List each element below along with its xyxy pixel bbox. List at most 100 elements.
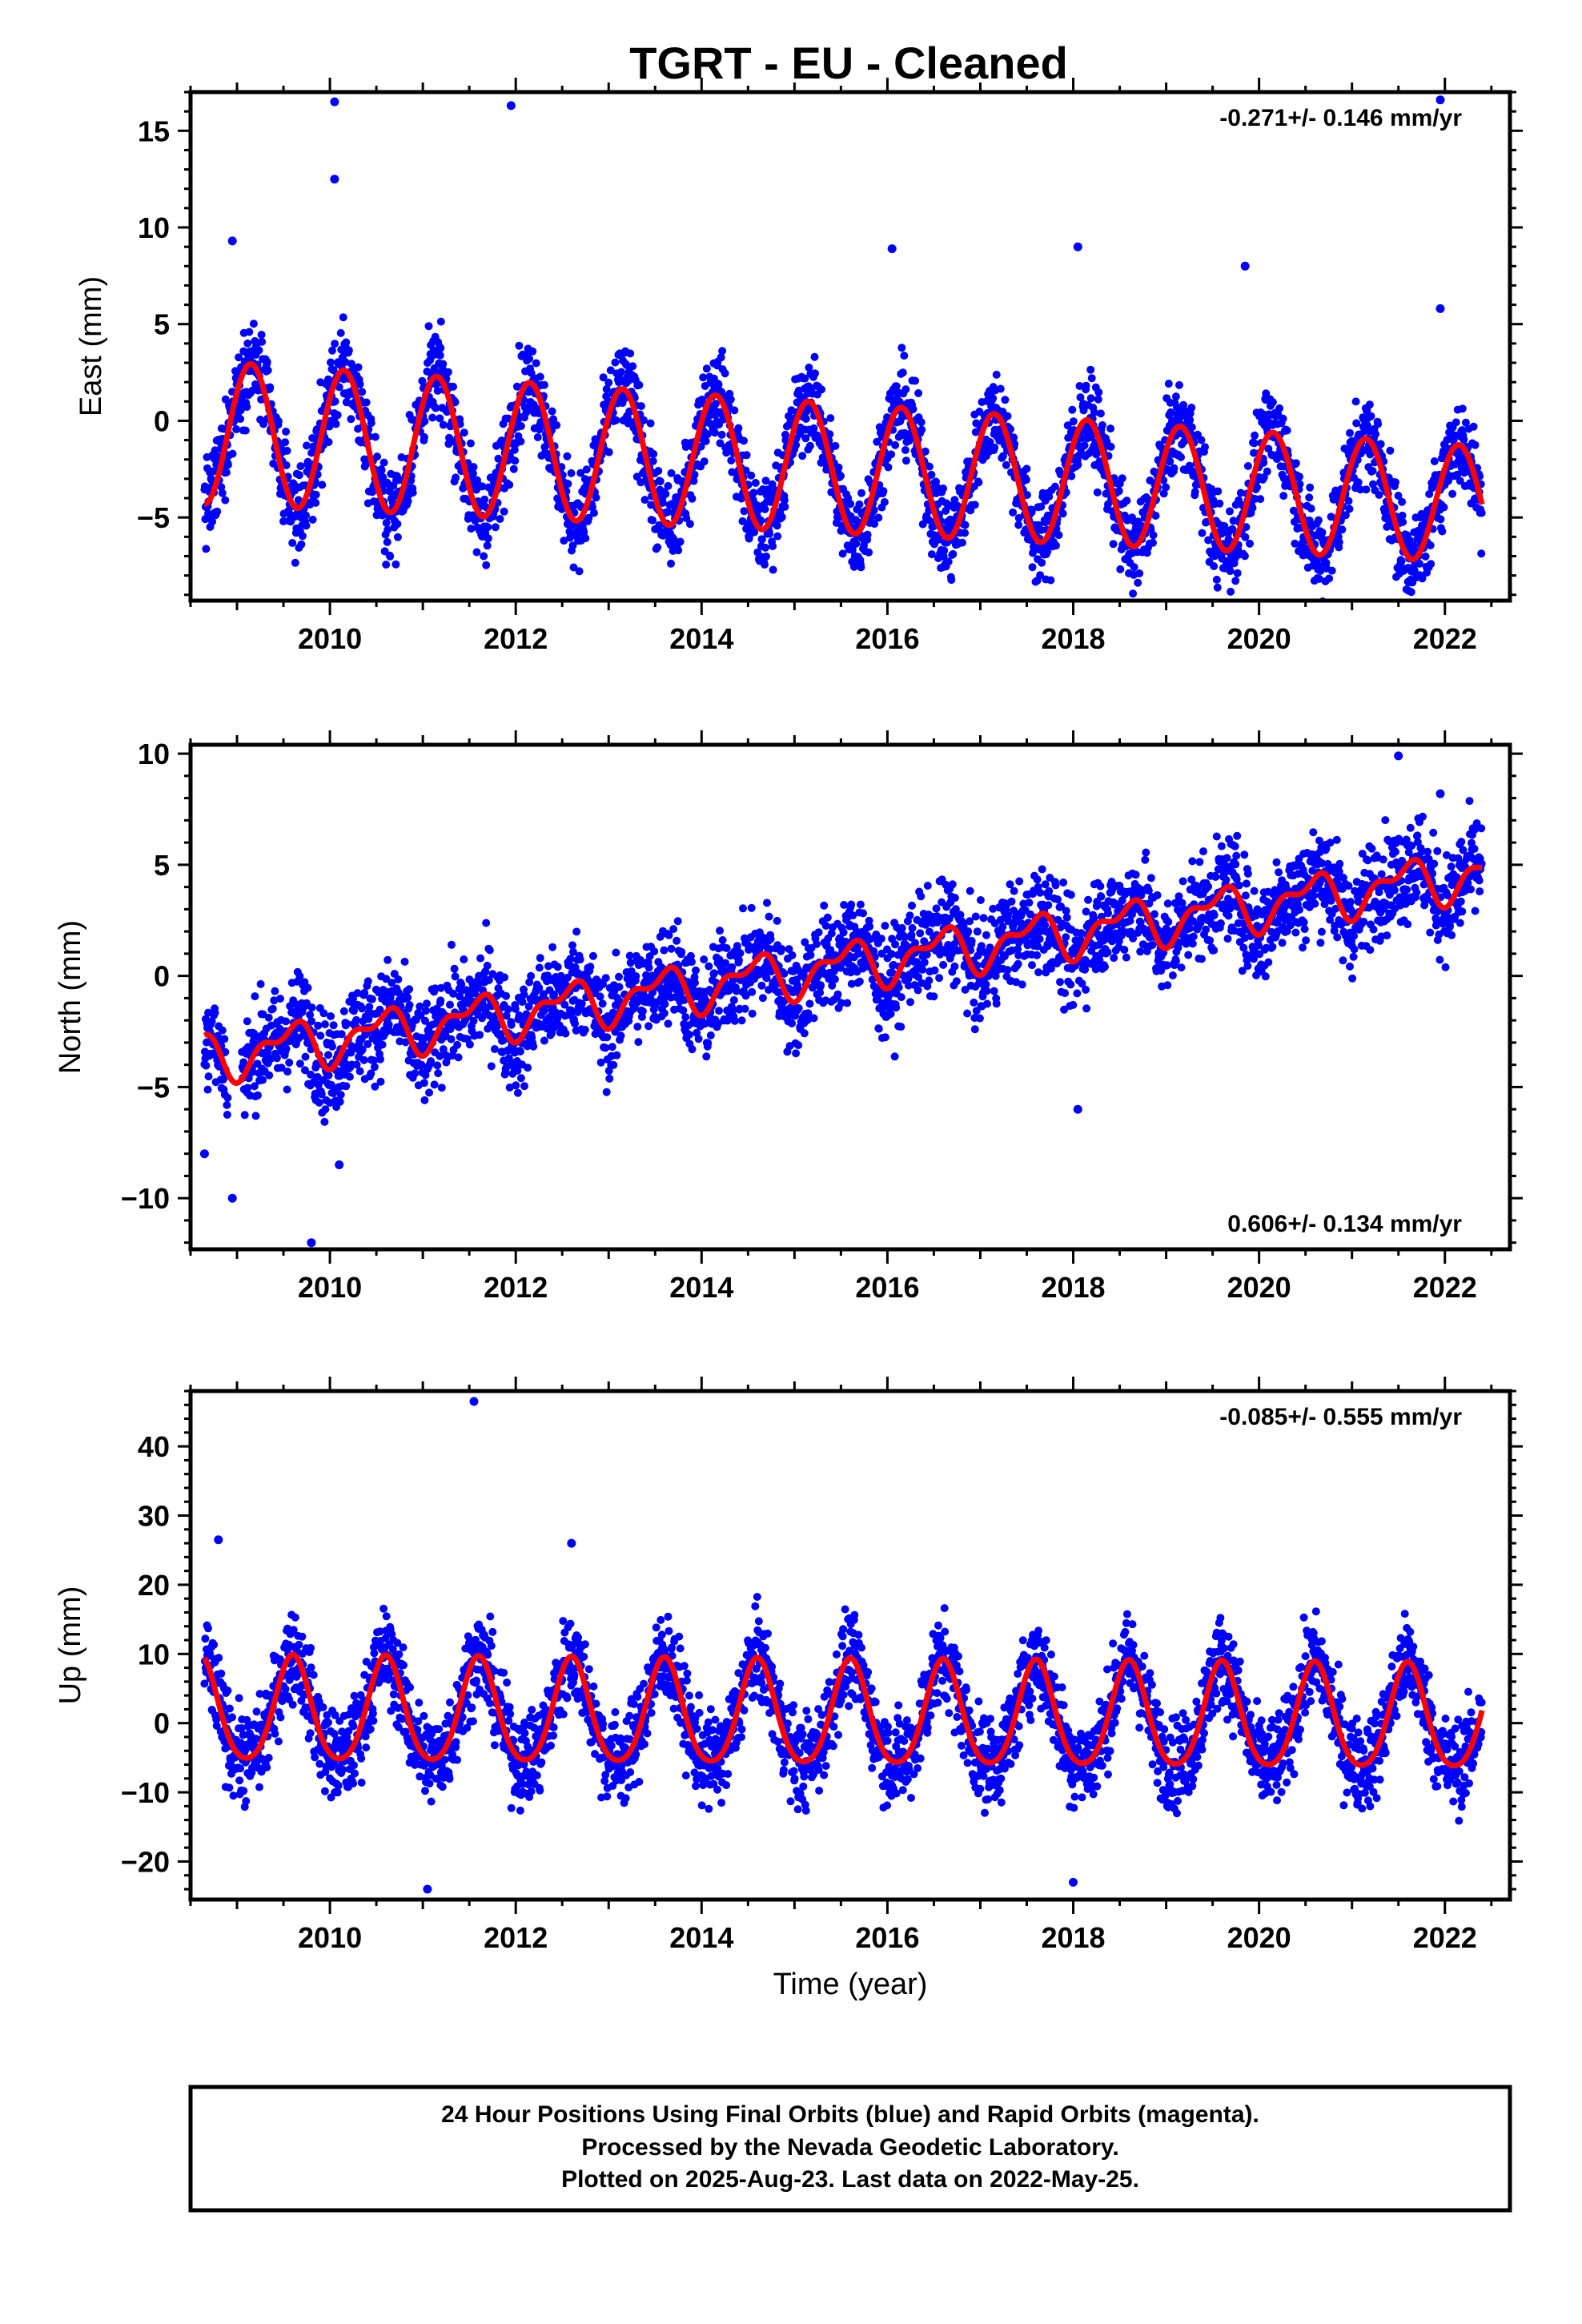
east-point (510, 445, 519, 454)
north-point (487, 1062, 496, 1071)
east-point (714, 380, 723, 389)
north-point (568, 941, 576, 950)
north-point (588, 951, 597, 960)
east-point (1201, 443, 1209, 452)
east-point (648, 516, 657, 525)
east-y-tick-label: 0 (154, 404, 170, 437)
east-point (811, 369, 819, 378)
east-point (685, 520, 694, 529)
north-point (270, 996, 279, 1005)
north-point (239, 1058, 248, 1067)
east-point (1425, 490, 1434, 498)
north-point (765, 912, 773, 921)
east-point (255, 346, 263, 355)
east-x-tick-label: 2018 (1041, 622, 1105, 655)
north-point (803, 1015, 812, 1024)
east-point (857, 489, 865, 497)
east-point (358, 388, 367, 396)
east-point (656, 477, 665, 486)
north-point (314, 1080, 323, 1089)
east-point (1229, 517, 1238, 525)
east-point (1052, 541, 1060, 550)
east-point (900, 352, 909, 360)
east-point (548, 407, 556, 416)
east-point (582, 465, 591, 474)
east-point (1241, 533, 1250, 541)
east-point (1069, 417, 1078, 426)
north-point (608, 1008, 617, 1017)
north-point (301, 1052, 310, 1061)
east-x-tick-label: 2012 (484, 622, 548, 655)
east-point (1369, 480, 1377, 489)
north-point (598, 999, 607, 1008)
north-point (515, 1011, 524, 1019)
north-point (664, 1019, 673, 1028)
east-point (1367, 412, 1375, 420)
north-point (436, 1051, 444, 1060)
north-point (365, 1003, 374, 1011)
east-point (386, 552, 395, 561)
north-point (661, 999, 669, 1008)
north-point (358, 1045, 367, 1054)
east-point (549, 415, 558, 424)
east-point (700, 457, 709, 466)
east-point (970, 501, 979, 509)
east-point (1226, 567, 1235, 576)
east-outlier-point (227, 236, 237, 246)
east-point (576, 468, 585, 477)
east-point (1162, 483, 1170, 492)
east-point (331, 340, 339, 348)
east-point (1170, 464, 1178, 472)
east-point (751, 479, 760, 487)
east-point (1246, 539, 1254, 548)
north-point (433, 1061, 442, 1070)
east-point (1204, 536, 1213, 545)
east-point (1187, 404, 1196, 412)
east-point (568, 541, 577, 550)
east-point (1118, 474, 1126, 483)
east-point (327, 358, 335, 367)
east-point (432, 404, 440, 412)
north-point (329, 1021, 338, 1030)
north-point (633, 1023, 642, 1031)
east-point (649, 449, 658, 458)
east-point (653, 543, 662, 552)
east-point (478, 482, 487, 491)
east-point (383, 537, 391, 546)
east-point (1421, 552, 1430, 561)
east-point (1010, 433, 1018, 442)
north-point (243, 1017, 251, 1026)
east-point (749, 489, 758, 497)
north-point (207, 1017, 216, 1026)
east-point (428, 413, 437, 422)
east-x-tick-label: 2020 (1227, 622, 1291, 655)
east-point (961, 521, 970, 529)
north-point (609, 1060, 618, 1069)
east-point (281, 438, 290, 447)
north-point (762, 974, 771, 983)
north-point (525, 978, 534, 987)
north-point (650, 947, 659, 955)
east-point (1477, 509, 1486, 517)
east-point (480, 552, 488, 561)
east-point (986, 438, 994, 446)
north-point (539, 990, 548, 999)
north-point (886, 1010, 895, 1018)
north-point (830, 975, 839, 983)
east-point (934, 535, 943, 544)
north-point (660, 946, 669, 955)
east-point (1028, 505, 1036, 514)
north-point (612, 948, 620, 957)
east-point (1014, 521, 1023, 529)
north-point (732, 987, 741, 995)
east-point (516, 437, 525, 446)
east-point (581, 534, 590, 543)
east-point (367, 419, 375, 428)
east-point (235, 353, 243, 362)
east-point (331, 397, 339, 406)
east-point (1469, 422, 1478, 431)
north-point (527, 971, 536, 980)
north-point (721, 959, 730, 967)
east-point (444, 440, 453, 448)
north-point (605, 1074, 614, 1083)
